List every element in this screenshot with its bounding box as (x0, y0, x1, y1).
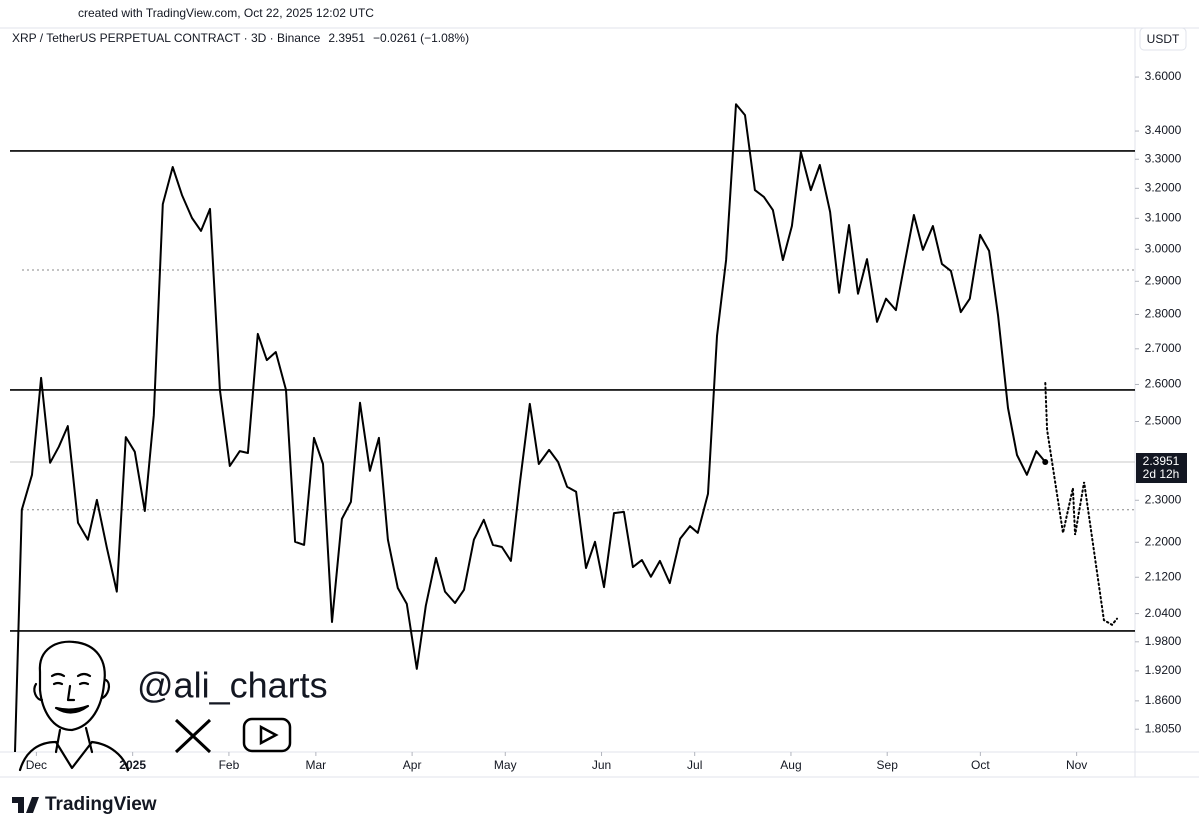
y-tick-label: 2.7000 (1145, 341, 1182, 355)
y-tick-label: 2.9000 (1145, 273, 1182, 287)
x-tick-label: Sep (877, 758, 899, 772)
x-tick-label: Nov (1066, 758, 1087, 772)
last-point (1042, 459, 1049, 466)
x-tick-label: Apr (403, 758, 422, 772)
price-box-label: 2.3951 (1143, 454, 1180, 468)
y-tick-label: 2.6000 (1145, 377, 1182, 391)
price-box (1136, 453, 1187, 484)
currency-button[interactable] (1139, 27, 1187, 51)
plot (10, 103, 1135, 752)
y-tick-label: 2.0400 (1145, 606, 1182, 620)
y-tick-label: 3.1000 (1145, 210, 1182, 224)
x-tick-label: Aug (780, 758, 801, 772)
series (14, 103, 1118, 752)
x-tick-label: Jul (687, 758, 702, 772)
x-tick-label: Feb (219, 758, 240, 772)
y-tick-label: 2.3000 (1145, 492, 1182, 506)
y-tick-label: 1.9800 (1145, 634, 1182, 648)
y-tick-label: 3.6000 (1145, 69, 1182, 83)
x-tick-label: Jun (592, 758, 611, 772)
watermark-handle: @ali_charts (137, 665, 328, 706)
y-tick-label: 3.0000 (1145, 241, 1182, 255)
watermark: @ali_charts (18, 640, 328, 772)
x-icon[interactable] (174, 718, 212, 754)
y-tick-label: 1.8600 (1145, 693, 1182, 707)
x-tick-label: May (494, 758, 517, 772)
youtube-icon[interactable] (242, 717, 292, 753)
y-tick-label: 1.8050 (1145, 721, 1182, 735)
brand-logo (12, 797, 39, 813)
y-tick-label: 3.3000 (1145, 151, 1182, 165)
projection-line (1044, 382, 1118, 627)
y-tick-label: 2.8000 (1145, 307, 1182, 321)
brand-name: TradingView (45, 794, 157, 815)
y-tick-label: 2.2000 (1145, 534, 1182, 548)
countdown-label: 2d 12h (1143, 467, 1180, 481)
avatar (18, 640, 130, 772)
x-tick-label: Mar (306, 758, 327, 772)
y-tick-label: 3.2000 (1145, 180, 1182, 194)
currency-label[interactable]: USDT (1147, 32, 1180, 46)
last-price: 2.3951 (328, 31, 365, 45)
x-tick-label: Dec (26, 758, 47, 772)
symbol-title: XRP / TetherUS PERPETUAL CONTRACT · 3D ·… (12, 31, 321, 45)
y-tick-label: 2.5000 (1145, 414, 1182, 428)
y-tick-label: 1.9200 (1145, 663, 1182, 677)
price-line (14, 103, 1047, 752)
y-tick-label: 2.1200 (1145, 569, 1182, 583)
youtube-play (259, 724, 279, 746)
x-tick-label: Oct (971, 758, 990, 772)
y-tick-label: 3.4000 (1145, 123, 1182, 137)
caption: created with TradingView.com, Oct 22, 20… (78, 6, 374, 20)
header: XRP / TetherUS PERPETUAL CONTRACT · 3D ·… (12, 31, 469, 45)
price-change: −0.0261 (−1.08%) (373, 31, 469, 45)
x-tick-label: 2025 (119, 758, 146, 772)
